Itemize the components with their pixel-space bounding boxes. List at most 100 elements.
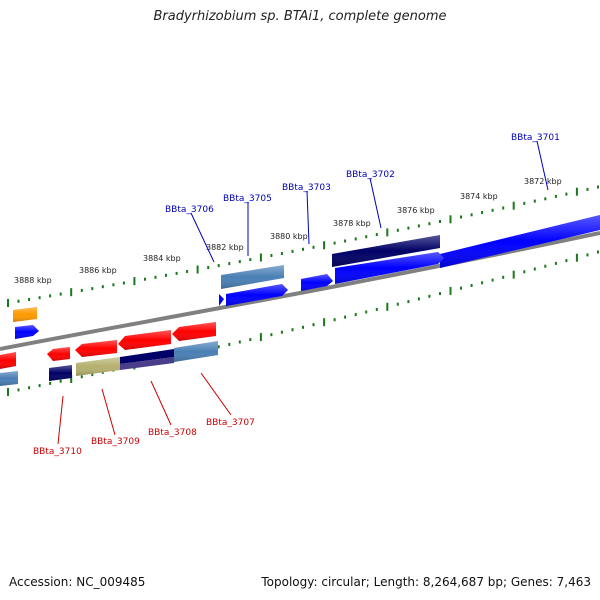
tick-mark bbox=[238, 260, 241, 264]
gene-label-bbta-3705[interactable]: BBta_3705 bbox=[223, 194, 272, 204]
tick-mark bbox=[460, 215, 462, 219]
tick-mark bbox=[144, 277, 146, 281]
tick-mark bbox=[533, 267, 536, 271]
tick-mark bbox=[59, 292, 62, 296]
tick-mark bbox=[38, 384, 41, 388]
tick-mark bbox=[407, 300, 410, 304]
tick-mark bbox=[91, 373, 94, 377]
gene-label-bbta-3709[interactable]: BBta_3709 bbox=[91, 437, 140, 447]
tick-mark bbox=[554, 194, 557, 198]
tick-mark bbox=[323, 318, 326, 327]
gene-feature[interactable] bbox=[219, 294, 224, 306]
tick-mark bbox=[270, 333, 273, 337]
tick-mark bbox=[28, 386, 31, 390]
tick-mark bbox=[512, 201, 515, 210]
scale-label: 3882 kbp bbox=[206, 243, 244, 252]
tick-mark bbox=[512, 270, 515, 279]
tick-mark bbox=[449, 286, 452, 295]
genome-summary-text: Topology: circular; Length: 8,264,687 bp… bbox=[261, 575, 591, 589]
scale-label: 3886 kbp bbox=[79, 266, 117, 275]
tick-mark bbox=[333, 318, 336, 322]
tick-mark bbox=[575, 187, 578, 196]
tick-mark bbox=[396, 228, 399, 232]
leader-line bbox=[57, 395, 64, 445]
tick-mark bbox=[17, 388, 20, 392]
gene-label-bbta-3702[interactable]: BBta_3702 bbox=[346, 170, 395, 180]
tick-mark bbox=[333, 241, 336, 245]
tick-mark bbox=[249, 258, 252, 262]
tick-mark bbox=[523, 201, 526, 205]
tick-mark bbox=[122, 281, 125, 285]
tick-mark bbox=[417, 224, 420, 228]
tick-mark bbox=[386, 302, 389, 311]
tick-mark bbox=[354, 313, 357, 317]
gene-label-bbta-3701[interactable]: BBta_3701 bbox=[511, 133, 560, 143]
tick-mark bbox=[481, 211, 484, 214]
tick-mark bbox=[228, 342, 231, 346]
tick-mark bbox=[491, 278, 494, 282]
tick-mark bbox=[428, 294, 431, 298]
tick-mark bbox=[270, 254, 273, 257]
gene-feature[interactable] bbox=[120, 357, 174, 370]
tick-mark bbox=[238, 340, 241, 344]
tick-mark bbox=[344, 239, 347, 243]
tick-mark bbox=[302, 247, 304, 251]
tick-mark bbox=[344, 315, 347, 319]
tick-mark bbox=[407, 226, 410, 230]
scale-label: 3880 kbp bbox=[270, 232, 308, 241]
leader-line bbox=[101, 388, 116, 436]
tick-mark bbox=[165, 273, 167, 277]
tick-mark bbox=[280, 252, 283, 255]
tick-mark bbox=[365, 310, 368, 314]
scale-label: 3876 kbp bbox=[397, 206, 435, 215]
tick-mark bbox=[59, 379, 62, 383]
tick-mark bbox=[186, 270, 189, 273]
tick-mark bbox=[375, 233, 378, 237]
gene-label-bbta-3710[interactable]: BBta_3710 bbox=[33, 447, 82, 457]
tick-mark bbox=[154, 275, 157, 279]
gene-feature[interactable] bbox=[120, 349, 174, 364]
tick-mark bbox=[228, 262, 231, 266]
tick-mark bbox=[491, 208, 494, 212]
tick-mark bbox=[460, 286, 462, 290]
tick-mark bbox=[280, 330, 283, 334]
scale-label: 3874 kbp bbox=[460, 192, 498, 201]
gene-label-bbta-3703[interactable]: BBta_3703 bbox=[282, 183, 331, 193]
reverse-strand-genes bbox=[0, 322, 218, 386]
scale-labels: 3888 kbp 3886 kbp 3884 kbp 3882 kbp 3880… bbox=[14, 177, 562, 285]
tick-mark bbox=[49, 294, 52, 298]
tick-mark bbox=[38, 296, 41, 300]
leader-line bbox=[369, 177, 382, 229]
scale-label: 3878 kbp bbox=[333, 219, 371, 228]
scale-label: 3884 kbp bbox=[143, 254, 181, 263]
tick-mark bbox=[302, 325, 304, 329]
tick-mark bbox=[17, 299, 20, 303]
gene-label-bbta-3708[interactable]: BBta_3708 bbox=[148, 428, 197, 438]
tick-mark bbox=[312, 323, 315, 327]
tick-mark bbox=[354, 237, 357, 241]
tick-mark bbox=[470, 284, 473, 287]
leader-line bbox=[190, 212, 215, 263]
forward-gene-labels: BBta_3701 BBta_3702 BBta_3703 BBta_3705 … bbox=[165, 133, 560, 263]
tick-mark bbox=[49, 381, 52, 385]
tick-mark bbox=[586, 253, 589, 257]
gene-label-bbta-3706[interactable]: BBta_3706 bbox=[165, 205, 214, 215]
accession-text: Accession: NC_009485 bbox=[9, 575, 146, 589]
tick-mark bbox=[259, 253, 262, 262]
leader-line bbox=[306, 190, 310, 245]
tick-mark bbox=[544, 197, 547, 201]
tick-mark bbox=[196, 265, 199, 274]
gene-label-bbta-3707[interactable]: BBta_3707 bbox=[206, 418, 255, 428]
reverse-gene-labels: BBta_3707 BBta_3708 BBta_3709 BBta_3710 bbox=[33, 372, 255, 457]
tick-mark bbox=[133, 277, 136, 286]
forward-strand-genes bbox=[13, 215, 600, 339]
leader-line bbox=[536, 140, 549, 191]
tick-mark bbox=[70, 288, 73, 297]
tick-mark bbox=[470, 213, 473, 217]
tick-mark bbox=[91, 287, 94, 291]
tick-mark bbox=[217, 345, 220, 349]
tick-mark bbox=[565, 192, 568, 196]
tick-mark bbox=[175, 271, 178, 275]
tick-mark bbox=[249, 338, 252, 342]
